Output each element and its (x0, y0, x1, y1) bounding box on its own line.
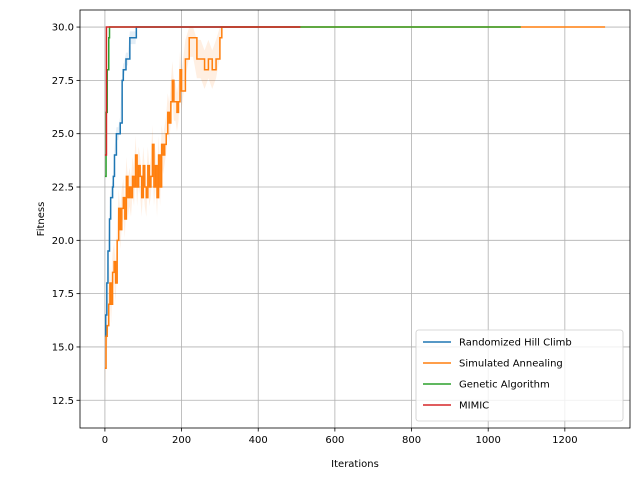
axis-ticks: 0 200 400 600 800 1000 1200 12.5 15.0 17.5 20.0 22.… (52, 23, 578, 446)
x-tick-label: 800 (402, 435, 421, 446)
y-tick-label: 17.5 (52, 289, 74, 300)
series-line-mimic (104, 26, 301, 156)
y-tick-label: 15.0 (52, 342, 74, 353)
y-tick-label: 30.0 (52, 23, 74, 34)
legend-label: Genetic Algorithm (459, 380, 550, 391)
x-tick-label: 0 (102, 435, 108, 446)
x-axis-label: Iterations (331, 459, 379, 470)
y-axis-label: Fitness (36, 202, 47, 237)
x-tick-label: 1200 (552, 435, 577, 446)
x-tick-label: 600 (325, 435, 344, 446)
y-tick-label: 20.0 (52, 236, 74, 247)
y-tick-label: 22.5 (52, 183, 74, 194)
x-tick-label: 1000 (475, 435, 500, 446)
legend-box (415, 329, 624, 422)
plot-frame (79, 9, 631, 429)
series-line-simulated-annealing (104, 26, 606, 370)
legend: Randomized Hill Climb Simulated Annealing… (415, 329, 624, 422)
legend-label: Simulated Annealing (459, 359, 563, 370)
y-tick-label: 27.5 (52, 76, 74, 87)
y-tick-label: 25.0 (52, 129, 74, 140)
legend-label: Randomized Hill Climb (459, 338, 572, 349)
series-lines (104, 26, 606, 370)
series-line-randomized-hill-climb (104, 26, 301, 338)
legend-label: MIMIC (459, 401, 489, 412)
y-tick-label: 12.5 (52, 396, 74, 407)
x-tick-label: 200 (172, 435, 191, 446)
x-tick-label: 400 (249, 435, 268, 446)
